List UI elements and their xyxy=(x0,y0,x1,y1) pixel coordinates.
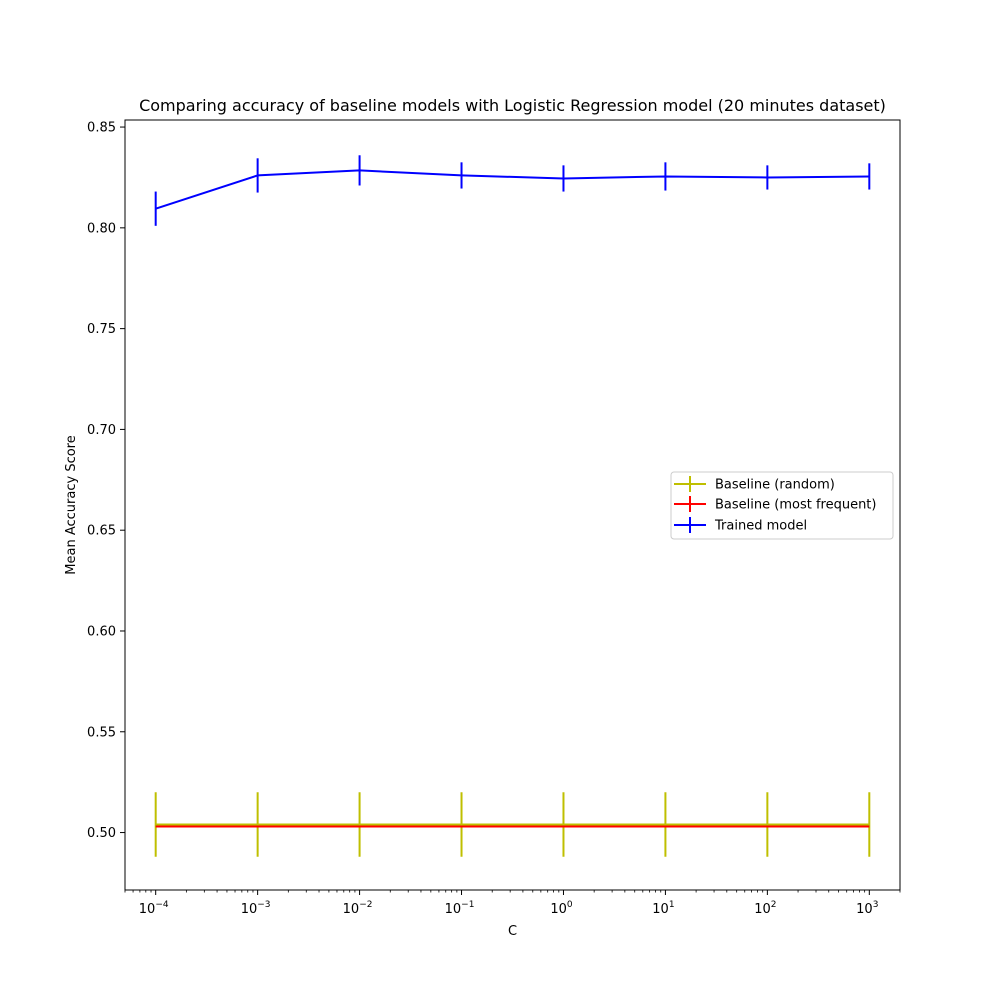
y-tick-label: 0.50 xyxy=(87,826,116,841)
y-tick-label: 0.55 xyxy=(87,725,116,740)
legend-entry: Baseline (most frequent) xyxy=(674,496,876,513)
legend-label: Trained model xyxy=(714,519,807,534)
y-axis-label: Mean Accuracy Score xyxy=(64,435,79,574)
legend-entry: Trained model xyxy=(674,517,807,534)
x-axis-label: C xyxy=(508,924,517,939)
y-tick-label: 0.75 xyxy=(87,322,116,337)
y-tick-label: 0.70 xyxy=(87,423,116,438)
series-layer xyxy=(154,155,871,857)
legend: Baseline (random) Baseline (most frequent… xyxy=(670,471,894,540)
axes-frame xyxy=(124,119,901,891)
legend-frame xyxy=(670,471,894,540)
series-line xyxy=(155,169,870,210)
y-tick-label: 0.85 xyxy=(87,121,116,136)
y-tick-label: 0.65 xyxy=(87,524,116,539)
legend-entry: Baseline (random) xyxy=(674,476,835,493)
y-tick-label: 0.60 xyxy=(87,624,116,639)
legend-label: Baseline (most frequent) xyxy=(715,498,876,513)
y-axis: 0.50 0.55 0.60 0.65 0.70 0.75 0.80 0.85 xyxy=(87,121,125,841)
series-3 xyxy=(154,155,871,226)
series-1 xyxy=(154,792,871,857)
legend-label: Baseline (random) xyxy=(715,478,835,493)
chart-title: Comparing accuracy of baseline models wi… xyxy=(139,96,886,115)
y-tick-label: 0.80 xyxy=(87,221,116,236)
